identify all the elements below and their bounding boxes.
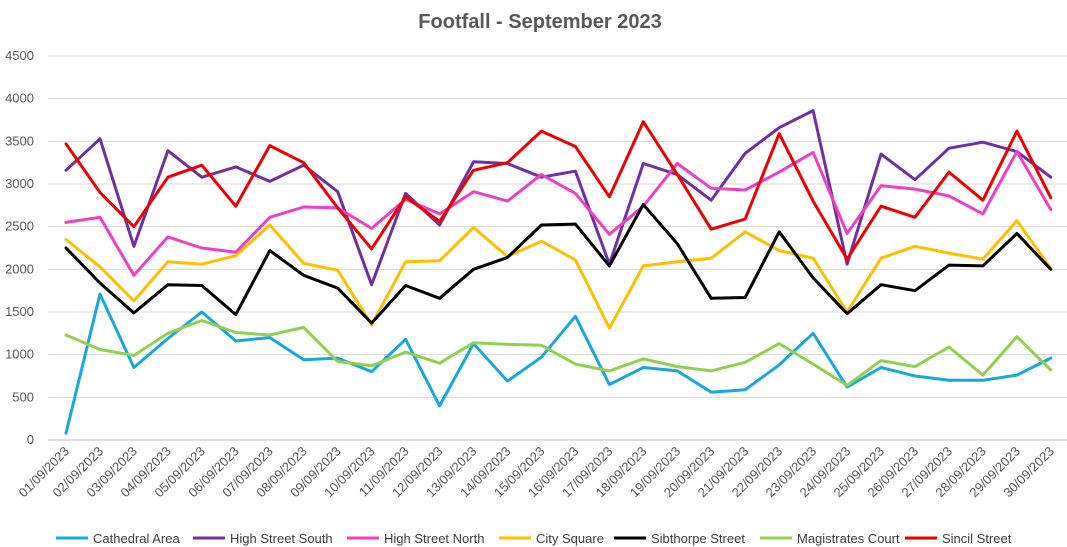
legend-label-sincil-street: Sincil Street [942, 531, 1012, 546]
y-tick-label: 2500 [5, 219, 34, 234]
series-line-high-street-south [64, 109, 1053, 287]
y-tick-label: 4000 [5, 91, 34, 106]
legend-label-high-street-south: High Street South [230, 531, 333, 546]
y-tick-label: 2000 [5, 261, 34, 276]
legend-label-cathedral-area: Cathedral Area [93, 531, 180, 546]
series-line-city-square [64, 219, 1053, 330]
series-line-cathedral-area [64, 292, 1053, 435]
legend: Cathedral Area High Street South High Stre… [56, 531, 1012, 546]
y-tick-label: 1000 [5, 347, 34, 362]
legend-label-city-square: City Square [536, 531, 604, 546]
y-tick-label: 3000 [5, 176, 34, 191]
y-tick-label: 3500 [5, 133, 34, 148]
series-line-magistrates-court [64, 319, 1053, 387]
legend-label-high-street-north: High Street North [384, 531, 484, 546]
y-tick-label: 500 [12, 389, 34, 404]
y-axis-ticks: 0 500 1000 1500 2000 2500 3000 3500 4000 4500 [5, 48, 34, 447]
series-lines [64, 109, 1053, 435]
legend-label-magistrates-court: Magistrates Court [797, 531, 900, 546]
legend-label-sibthorpe-street: Sibthorpe Street [651, 531, 745, 546]
y-tick-label: 4500 [5, 48, 34, 63]
chart-title: Footfall - September 2023 [418, 11, 661, 33]
series-line-high-street-north [64, 150, 1053, 277]
series-line-sincil-street [64, 120, 1053, 261]
series-line-sibthorpe-street [64, 203, 1053, 325]
y-tick-label: 0 [27, 432, 34, 447]
y-tick-label: 1500 [5, 304, 34, 319]
x-axis-ticks: 01/09/202302/09/202303/09/202304/09/2023… [15, 444, 1056, 501]
